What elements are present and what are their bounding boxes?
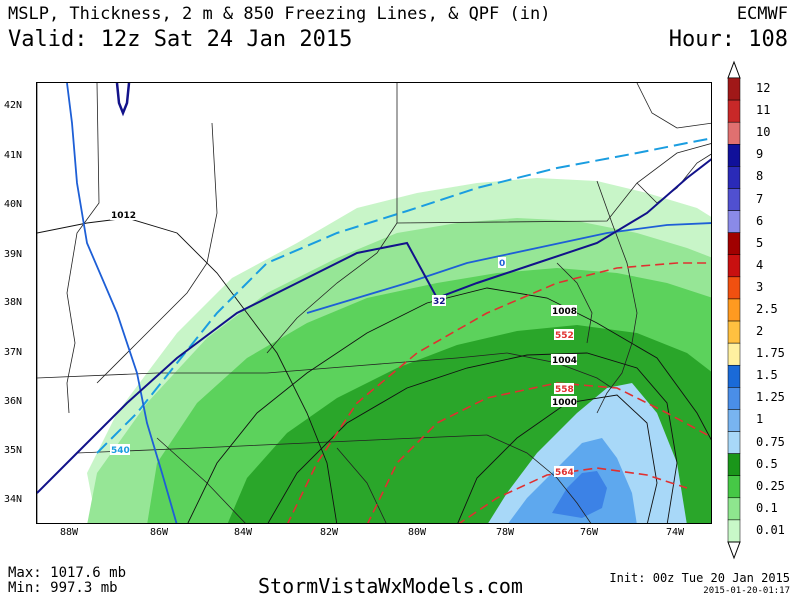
isobar-1004 xyxy=(267,352,678,523)
isobar-1008 xyxy=(187,287,711,523)
lon-label-88w: 88W xyxy=(60,527,79,538)
site-name: StormVistaWxModels.com xyxy=(258,574,523,598)
freezing-line-2m-east xyxy=(306,222,711,314)
legend-swatch xyxy=(727,210,741,233)
legend-arrow-down xyxy=(727,541,741,560)
model-name: ECMWF xyxy=(736,4,788,24)
map-canvas: 1012 1008 1004 1000 552 558 xyxy=(37,83,711,523)
legend-swatch xyxy=(727,453,741,476)
forecast-hour: Hour: 108 xyxy=(668,27,788,52)
contour-labels: 1012 1008 1004 1000 552 558 xyxy=(110,209,577,478)
legend-label: 0.5 xyxy=(756,456,778,471)
legend-label: 6 xyxy=(756,213,764,228)
valid-time: Valid: 12z Sat 24 Jan 2015 xyxy=(8,27,353,52)
freezing-line-32-north xyxy=(115,83,131,117)
legend-swatch xyxy=(727,342,741,366)
thickness-558 xyxy=(367,382,711,523)
legend-swatch xyxy=(727,475,741,499)
legend-arrow-up xyxy=(727,60,741,79)
weather-map: 1012 1008 1004 1000 552 558 xyxy=(36,82,712,524)
legend-label: 8 xyxy=(756,169,764,184)
legend-label: 1.25 xyxy=(756,390,785,405)
legend-swatch xyxy=(727,298,741,322)
legend-label: 10 xyxy=(756,125,771,140)
freezing-line-32 xyxy=(37,158,711,494)
legend-swatch xyxy=(727,497,741,521)
freezing-label-540: 540 xyxy=(111,446,130,456)
legend-swatch xyxy=(727,431,741,454)
lat-label-40n: 40N xyxy=(4,199,23,210)
legend-label: 4 xyxy=(756,257,764,272)
legend-swatch xyxy=(727,166,741,189)
legend-label: 12 xyxy=(756,81,771,96)
legend-swatch xyxy=(727,387,741,410)
lat-label-38n: 38N xyxy=(4,297,23,308)
legend-label: 11 xyxy=(756,103,771,118)
lon-label-86w: 86W xyxy=(150,527,169,538)
legend-label: 1 xyxy=(756,412,764,427)
lat-label-37n: 37N xyxy=(4,347,23,358)
legend-label: 1.5 xyxy=(756,368,778,383)
lat-label-36n: 36N xyxy=(4,396,23,407)
lon-label-80w: 80W xyxy=(408,527,427,538)
isobar-label-1000: 1000 xyxy=(552,398,577,408)
legend-swatch xyxy=(727,519,741,543)
min-pressure: Min: 997.3 mb xyxy=(8,580,118,596)
freezing-label-32: 32 xyxy=(433,297,446,307)
legend-label: 3 xyxy=(756,279,764,294)
isobar-1000 xyxy=(457,394,658,523)
lon-label-76w: 76W xyxy=(580,527,599,538)
thickness-552 xyxy=(287,262,711,523)
freezing-line-2m xyxy=(66,83,178,523)
lon-label-78w: 78W xyxy=(496,527,515,538)
legend-label: 9 xyxy=(756,147,764,162)
legend-swatch xyxy=(727,232,741,256)
freezing-label-0: 0 xyxy=(499,259,505,269)
legend-swatch xyxy=(727,254,741,278)
qpf-legend xyxy=(727,60,741,560)
isobar-label-1012: 1012 xyxy=(111,211,136,221)
legend-swatch xyxy=(727,320,741,344)
legend-swatch xyxy=(727,188,741,211)
legend-label: 0.1 xyxy=(756,500,778,515)
max-pressure: Max: 1017.6 mb xyxy=(8,565,127,581)
legend-swatch xyxy=(727,99,741,123)
isobar-1012 xyxy=(37,217,338,523)
legend-label: 0.25 xyxy=(756,478,785,493)
freezing-line-850mb xyxy=(96,137,711,454)
lat-label-35n: 35N xyxy=(4,445,23,456)
init-time: Init: 00z Tue 20 Jan 2015 xyxy=(609,571,790,585)
legend-label: 1.75 xyxy=(756,346,785,361)
lat-label-34n: 34N xyxy=(4,494,23,505)
qpf-area-1.25 xyxy=(552,471,607,518)
lon-label-74w: 74W xyxy=(666,527,685,538)
lat-label-39n: 39N xyxy=(4,249,23,260)
legend-swatch xyxy=(727,276,741,300)
thickness-label-564: 564 xyxy=(555,468,574,478)
thickness-label-552: 552 xyxy=(555,331,574,341)
lat-label-42n: 42N xyxy=(4,100,23,111)
isobar-label-1008: 1008 xyxy=(552,307,577,317)
legend-label: 2 xyxy=(756,324,764,339)
legend-label: 5 xyxy=(756,235,764,250)
qpf-area-1 xyxy=(508,438,637,523)
legend-swatch xyxy=(727,121,741,145)
thickness-label-558: 558 xyxy=(555,385,574,395)
legend-label: 0.01 xyxy=(756,522,785,537)
legend-swatch xyxy=(727,409,741,432)
lat-label-41n: 41N xyxy=(4,150,23,161)
legend-label: 7 xyxy=(756,191,764,206)
lon-label-82w: 82W xyxy=(320,527,339,538)
legend-swatch xyxy=(727,144,741,167)
isobar-label-1004: 1004 xyxy=(552,356,577,366)
lon-label-84w: 84W xyxy=(234,527,253,538)
timestamp: 2015-01-20-01:17 xyxy=(703,586,790,596)
legend-swatch xyxy=(727,364,741,388)
legend-label: 0.75 xyxy=(756,434,785,449)
isobars xyxy=(37,217,711,523)
legend-swatch xyxy=(727,77,741,101)
map-title: MSLP, Thickness, 2 m & 850 Freezing Line… xyxy=(8,4,551,24)
legend-label: 2.5 xyxy=(756,302,778,316)
